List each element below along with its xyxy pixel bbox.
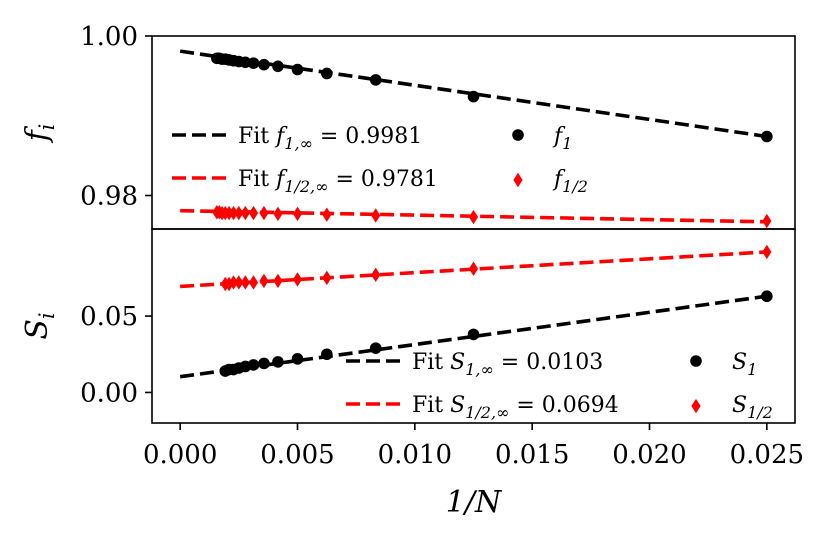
bottom-xlabel: 1/N <box>446 485 503 520</box>
top-legend-marker-label-1: f1/2 <box>552 167 588 196</box>
top-legend-marker-label-0: f1 <box>552 124 572 153</box>
bottom-legend-marker-label-1: S1/2 <box>732 393 773 422</box>
bottom-legend-marker-1 <box>691 398 701 414</box>
top-ylabel: fi <box>20 124 59 144</box>
top-f-half-points-point <box>234 205 244 221</box>
bottom-S-half-points-point <box>234 275 244 290</box>
bottom-ytick-label: 0.05 <box>80 302 138 332</box>
top-f-half-points-point <box>371 208 381 223</box>
data-points-layer <box>211 52 773 377</box>
bottom-xtick-label: 0.015 <box>495 440 569 470</box>
bottom-S1-points-point <box>291 353 304 365</box>
bottom-S-half-points-point <box>273 273 283 289</box>
bottom-S1-points-point <box>272 356 284 368</box>
bottom-S1-points-point <box>369 342 382 354</box>
bottom-points-group <box>219 244 773 377</box>
bottom-xtick-label: 0.000 <box>143 440 217 470</box>
top-f-half-points-point <box>273 206 283 222</box>
bottom-xtick-label: 0.025 <box>730 440 804 470</box>
bottom-xtick-label: 0.005 <box>260 440 334 470</box>
bottom-S-half-points-point <box>220 276 230 292</box>
bottom-S1-points-point <box>761 290 773 303</box>
top-legend-fit-label-1: Fit f1/2,∞ = 0.9781 <box>238 167 438 196</box>
bottom-legend-marker-0 <box>690 355 702 367</box>
top-points-group <box>211 52 773 229</box>
bottom-S1-points-point <box>258 357 270 370</box>
top-ytick-label: 1.00 <box>80 22 138 52</box>
axes-layer: 0.98 1.00 fi 0.00 0.05 0.000 0.005 0.010 0.015 0.… <box>20 22 804 520</box>
bottom-S-half-points-point <box>322 270 332 286</box>
bottom-S-half-points-point <box>468 261 479 276</box>
top-f1-points-point <box>467 90 480 103</box>
top-f-half-points-point <box>322 207 332 222</box>
top-legend-marker-1 <box>513 172 523 188</box>
bottom-S-half-points-point <box>371 267 381 283</box>
top-f-half-points-point <box>212 205 222 220</box>
top-f1-points-point <box>258 58 270 71</box>
top-legend-fit-label-0: Fit f1,∞ = 0.9981 <box>238 124 422 153</box>
top-f-half-points-point <box>248 205 259 221</box>
bottom-S-half-points-point <box>259 273 269 289</box>
bottom-xtick-label: 0.010 <box>378 440 452 470</box>
bottom-S1-fit-line <box>179 294 768 379</box>
bottom-S-half-points-point <box>240 275 250 290</box>
top-f1-points-point <box>321 67 333 80</box>
top-ytick-label: 0.98 <box>80 182 138 212</box>
bottom-S-half-points-point <box>292 272 303 287</box>
bottom-ytick-label: 0.00 <box>80 378 138 408</box>
bottom-S1-points-point <box>321 348 333 361</box>
top-f-half-points-point <box>240 205 250 221</box>
top-f-half-points-point <box>762 213 772 229</box>
top-f1-points-point <box>272 60 284 73</box>
top-legend-marker-0 <box>512 129 524 141</box>
bottom-xtick-label: 0.020 <box>612 440 686 470</box>
top-f1-points-point <box>369 74 382 86</box>
top-f-half-points-point <box>292 206 303 222</box>
bottom-S-half-points-point <box>248 275 259 290</box>
top-f-half-points-point <box>468 209 479 225</box>
bottom-S-half-points-point <box>762 244 772 260</box>
bottom-axes-frame <box>151 228 796 424</box>
bottom-legend-fit-label-1: Fit S1/2,∞ = 0.0694 <box>412 393 619 422</box>
top-f1-points-point <box>761 130 773 143</box>
top-f-half-points-point <box>259 205 269 221</box>
bottom-legend-fit-label-0: Fit S1,∞ = 0.0103 <box>412 350 603 379</box>
top-f1-points-point <box>211 52 223 65</box>
bottom-S1-points-point <box>219 365 232 377</box>
bottom-S1-points-point <box>467 328 480 341</box>
bottom-legend-marker-label-0: S1 <box>732 350 757 379</box>
top-f1-points-point <box>291 63 304 76</box>
legend-layer: Fit f1,∞ = 0.9981 f1 Fit f1/2,∞ = 0.9781 f1… <box>172 124 773 422</box>
bottom-ylabel: Si <box>20 312 59 339</box>
